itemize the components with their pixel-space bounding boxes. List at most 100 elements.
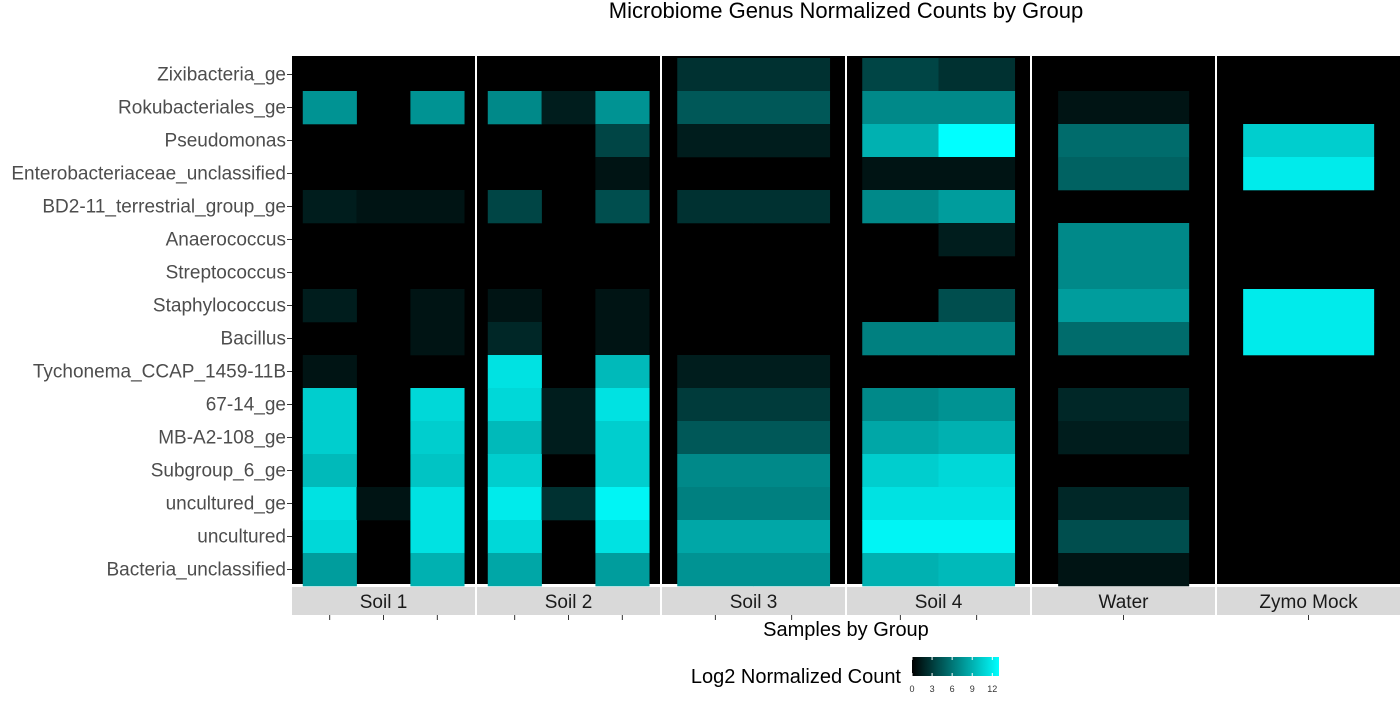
heatmap-cell — [862, 190, 939, 224]
heatmap-cell — [1058, 91, 1190, 125]
heatmap-cell — [938, 487, 1016, 521]
heatmap-cell — [1243, 289, 1375, 323]
legend-tick-label: 9 — [970, 684, 975, 694]
heatmap-cell — [1058, 223, 1190, 257]
heatmap-cell — [938, 553, 1016, 587]
heatmap-cell — [938, 157, 1016, 191]
heatmap-cell — [862, 454, 939, 488]
heatmap-cell — [302, 454, 357, 488]
legend-title: Log2 Normalized Count — [691, 666, 902, 688]
heatmap-cell — [1243, 157, 1375, 191]
facet-strip — [1217, 587, 1400, 615]
heatmap-cell — [1058, 388, 1190, 422]
heatmap-cell — [595, 520, 650, 554]
row-label: Subgroup_6_ge — [151, 461, 286, 482]
heatmap-cell — [410, 553, 465, 587]
heatmap-cell — [1243, 124, 1375, 158]
facet-strip-label: Water — [1099, 592, 1150, 613]
row-label: Tychonema_CCAP_1459-11B — [33, 362, 286, 383]
heatmap-cell — [753, 553, 831, 587]
heatmap-cell — [753, 388, 831, 422]
heatmap-cell — [302, 190, 357, 224]
heatmap-cell — [1243, 322, 1375, 356]
heatmap-cell — [753, 487, 831, 521]
legend-colorbar — [912, 657, 999, 676]
row-label: MB-A2-108_ge — [158, 428, 286, 449]
heatmap-cell — [938, 289, 1016, 323]
heatmap-cell — [595, 454, 650, 488]
heatmap-cell — [677, 124, 754, 158]
heatmap-cell — [595, 421, 650, 455]
heatmap-cell — [595, 91, 650, 125]
row-label: Streptococcus — [166, 263, 286, 284]
heatmap-cell — [1058, 157, 1190, 191]
heatmap-cell — [541, 487, 596, 521]
heatmap-cell — [302, 421, 357, 455]
row-label: Staphylococcus — [153, 296, 286, 317]
heatmap-cell — [410, 454, 465, 488]
panel-soil-3: Soil 3 — [662, 56, 845, 620]
heatmap-cell — [302, 355, 357, 389]
facet-strip — [847, 587, 1030, 615]
heatmap-cell — [487, 487, 542, 521]
heatmap-cell — [753, 421, 831, 455]
heatmap-cell — [862, 553, 939, 587]
heatmap-cell — [753, 520, 831, 554]
heatmap-cell — [862, 91, 939, 125]
heatmap-cell — [595, 157, 650, 191]
heatmap-cell — [1058, 322, 1190, 356]
panel-soil-1: Soil 1 — [292, 56, 475, 620]
heatmap-cell — [753, 190, 831, 224]
heatmap-cell — [487, 421, 542, 455]
facet-strip-label: Zymo Mock — [1259, 592, 1358, 613]
heatmap-cell — [487, 388, 542, 422]
heatmap-cell — [487, 553, 542, 587]
row-label: Rokubacteriales_ge — [118, 98, 286, 119]
heatmap-cell — [487, 91, 542, 125]
heatmap-cell — [356, 487, 411, 521]
legend-tick-label: 0 — [909, 684, 914, 694]
heatmap-cell — [677, 454, 754, 488]
heatmap-cell — [487, 454, 542, 488]
heatmap-cell — [410, 421, 465, 455]
heatmap-cell — [487, 190, 542, 224]
heatmap-cell — [302, 487, 357, 521]
facet-strip-label: Soil 4 — [915, 592, 963, 613]
heatmap-cell — [862, 388, 939, 422]
row-label: Anaerococcus — [166, 230, 286, 251]
heatmap-cell — [487, 520, 542, 554]
heatmap-cell — [753, 91, 831, 125]
heatmap-cell — [595, 388, 650, 422]
heatmap-cell — [862, 487, 939, 521]
heatmap-cell — [410, 91, 465, 125]
heatmap-cell — [753, 58, 831, 92]
heatmap-cell — [938, 190, 1016, 224]
heatmap-cell — [862, 157, 939, 191]
facet-strip-label: Soil 1 — [360, 592, 408, 613]
row-label: 67-14_ge — [206, 395, 286, 416]
row-label: uncultured_ge — [166, 494, 286, 515]
legend-tick-label: 12 — [987, 684, 997, 694]
heatmap-cell — [677, 553, 754, 587]
facet-strip-label: Soil 3 — [730, 592, 778, 613]
facet-strip-label: Soil 2 — [545, 592, 593, 613]
row-label: Pseudomonas — [165, 131, 286, 152]
row-label: Bacteria_unclassified — [106, 560, 286, 581]
heatmap-cell — [302, 289, 357, 323]
row-label: uncultured — [197, 527, 286, 548]
heatmap-cell — [595, 487, 650, 521]
heatmap-cell — [410, 520, 465, 554]
heatmap-cell — [862, 520, 939, 554]
heatmap-cell — [938, 124, 1016, 158]
heatmap-cell — [302, 553, 357, 587]
panel-zymo-mock: Zymo Mock — [1217, 56, 1400, 620]
heatmap-cell — [753, 454, 831, 488]
heatmap-cell — [862, 322, 939, 356]
heatmap-cell — [862, 124, 939, 158]
heatmap-cell — [410, 289, 465, 323]
legend-tick-label: 6 — [950, 684, 955, 694]
facet-strip — [477, 587, 660, 615]
heatmap-cell — [302, 520, 357, 554]
heatmap-cell — [410, 388, 465, 422]
heatmap-cell — [410, 322, 465, 356]
